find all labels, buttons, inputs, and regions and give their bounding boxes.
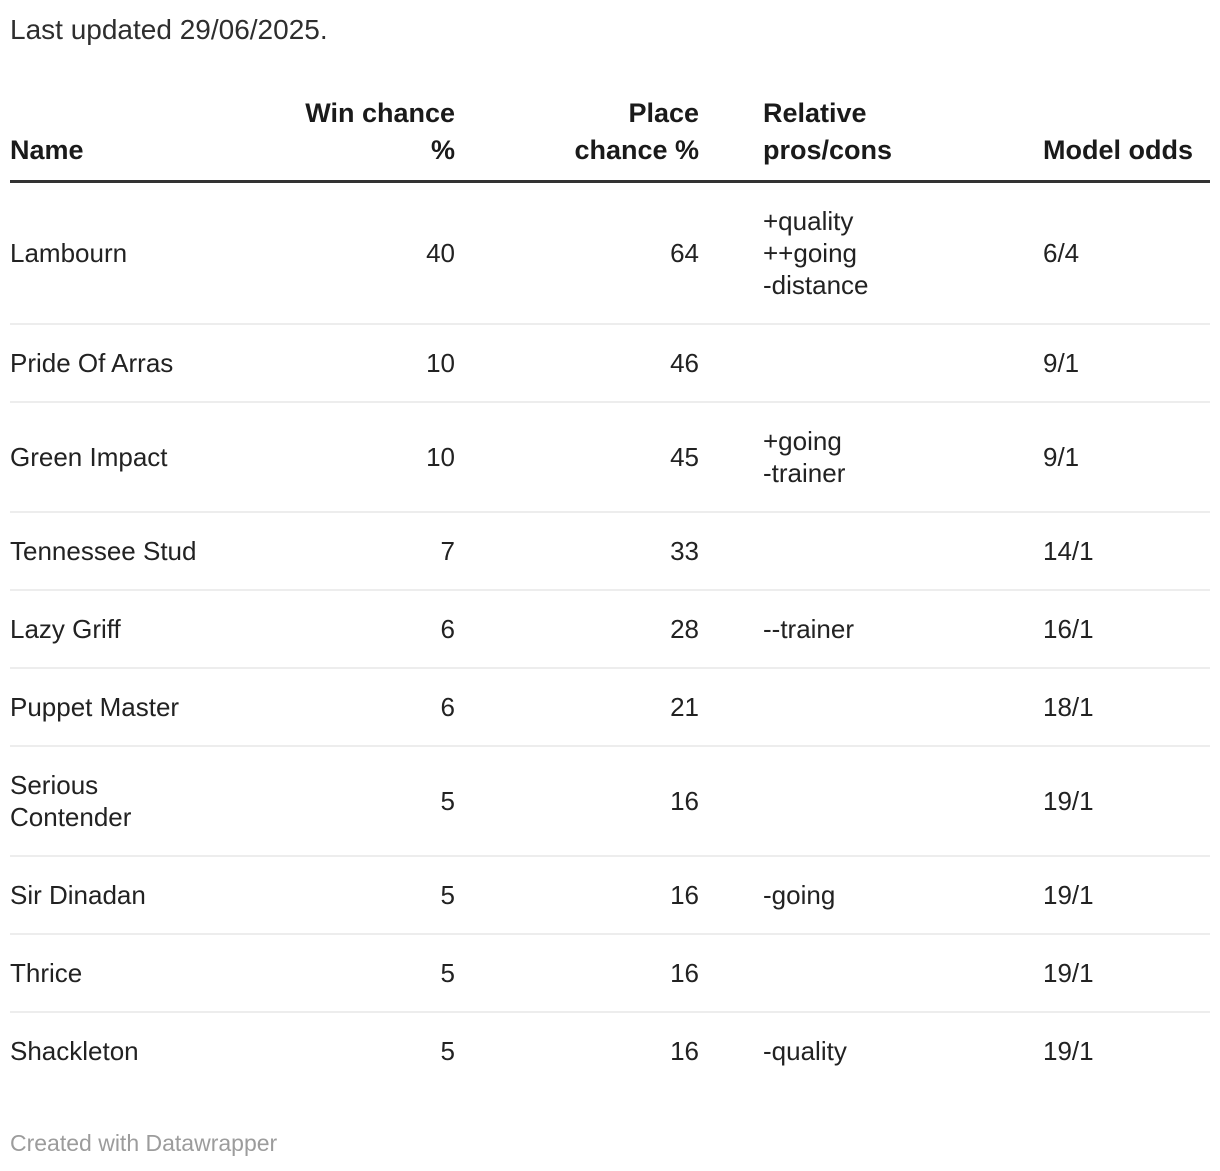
cell-name: Serious Contender bbox=[10, 770, 132, 832]
cell-place: 33 bbox=[670, 536, 699, 566]
cell-win: 7 bbox=[440, 536, 455, 566]
col-header-win: Win chance % bbox=[210, 95, 455, 183]
cell-place: 16 bbox=[670, 880, 699, 910]
cell-odds: 19/1 bbox=[1043, 786, 1094, 816]
cell-odds: 19/1 bbox=[1043, 880, 1094, 910]
attribution: Created with Datawrapper bbox=[10, 1129, 1210, 1171]
table-row: Puppet Master 6 21 18/1 bbox=[10, 668, 1210, 746]
odds-table: Name Win chance % Place chance % Relative p… bbox=[10, 95, 1210, 1089]
cell-win: 5 bbox=[440, 958, 455, 988]
cell-odds: 18/1 bbox=[1043, 692, 1094, 722]
cell-win: 5 bbox=[440, 1036, 455, 1066]
cell-win: 6 bbox=[440, 692, 455, 722]
cell-pros bbox=[699, 668, 1043, 746]
cell-pros bbox=[699, 324, 1043, 402]
cell-pros bbox=[699, 512, 1043, 590]
table-row: Serious Contender 5 16 19/1 bbox=[10, 746, 1210, 856]
col-header-name: Name bbox=[10, 95, 210, 183]
col-header-pros: Relative pros/cons bbox=[699, 95, 1043, 183]
cell-win: 5 bbox=[440, 786, 455, 816]
table-row: Green Impact 10 45 +going -trainer 9/1 bbox=[10, 402, 1210, 512]
cell-place: 21 bbox=[670, 692, 699, 722]
cell-win: 5 bbox=[440, 880, 455, 910]
cell-win: 40 bbox=[426, 238, 455, 268]
cell-odds: 9/1 bbox=[1043, 442, 1080, 472]
cell-pros: -quality bbox=[763, 1036, 847, 1066]
cell-place: 46 bbox=[670, 348, 699, 378]
cell-odds: 19/1 bbox=[1043, 958, 1094, 988]
cell-pros: --trainer bbox=[763, 614, 855, 644]
cell-odds: 6/4 bbox=[1043, 238, 1080, 268]
cell-name: Tennessee Stud bbox=[10, 536, 197, 566]
cell-name: Lazy Griff bbox=[10, 614, 121, 644]
table-row: Tennessee Stud 7 33 14/1 bbox=[10, 512, 1210, 590]
table-row: Lambourn 40 64 +quality ++going -distance 6/… bbox=[10, 182, 1210, 324]
cell-name: Green Impact bbox=[10, 442, 168, 472]
col-header-odds: Model odds bbox=[1043, 95, 1210, 183]
cell-win: 6 bbox=[440, 614, 455, 644]
cell-name: Lambourn bbox=[10, 238, 128, 268]
cell-pros bbox=[699, 934, 1043, 1012]
cell-pros: +quality ++going -distance bbox=[763, 206, 869, 300]
cell-win: 10 bbox=[426, 442, 455, 472]
cell-name: Puppet Master bbox=[10, 692, 180, 722]
cell-pros: -going bbox=[763, 880, 836, 910]
cell-place: 16 bbox=[670, 958, 699, 988]
cell-name: Pride Of Arras bbox=[10, 348, 174, 378]
cell-pros bbox=[699, 746, 1043, 856]
cell-odds: 19/1 bbox=[1043, 1036, 1094, 1066]
cell-pros: +going -trainer bbox=[763, 426, 846, 488]
cell-odds: 14/1 bbox=[1043, 536, 1094, 566]
cell-name: Shackleton bbox=[10, 1036, 139, 1066]
cell-place: 64 bbox=[670, 238, 699, 268]
header-row: Name Win chance % Place chance % Relative p… bbox=[10, 95, 1210, 183]
cell-place: 16 bbox=[670, 1036, 699, 1066]
last-updated-note: Last updated 29/06/2025. bbox=[10, 14, 328, 45]
table-row: Shackleton 5 16 -quality 19/1 bbox=[10, 1012, 1210, 1089]
cell-place: 16 bbox=[670, 786, 699, 816]
cell-odds: 9/1 bbox=[1043, 348, 1080, 378]
col-header-place: Place chance % bbox=[455, 95, 699, 183]
cell-place: 45 bbox=[670, 442, 699, 472]
table-row: Pride Of Arras 10 46 9/1 bbox=[10, 324, 1210, 402]
cell-place: 28 bbox=[670, 614, 699, 644]
table-body: Lambourn 40 64 +quality ++going -distance 6/… bbox=[10, 182, 1210, 1090]
table-row: Sir Dinadan 5 16 -going 19/1 bbox=[10, 856, 1210, 934]
cell-name: Sir Dinadan bbox=[10, 880, 146, 910]
table-row: Lazy Griff 6 28 --trainer 16/1 bbox=[10, 590, 1210, 668]
cell-odds: 16/1 bbox=[1043, 614, 1094, 644]
cell-name: Thrice bbox=[10, 958, 83, 988]
table-row: Thrice 5 16 19/1 bbox=[10, 934, 1210, 1012]
cell-win: 10 bbox=[426, 348, 455, 378]
